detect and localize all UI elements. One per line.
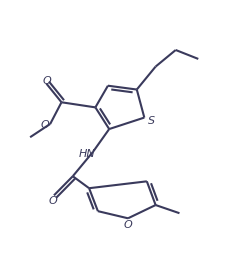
Text: S: S [147, 115, 154, 125]
Text: O: O [41, 119, 49, 130]
Text: HN: HN [78, 148, 94, 158]
Text: O: O [49, 195, 57, 205]
Text: O: O [123, 219, 132, 229]
Text: O: O [42, 76, 50, 86]
